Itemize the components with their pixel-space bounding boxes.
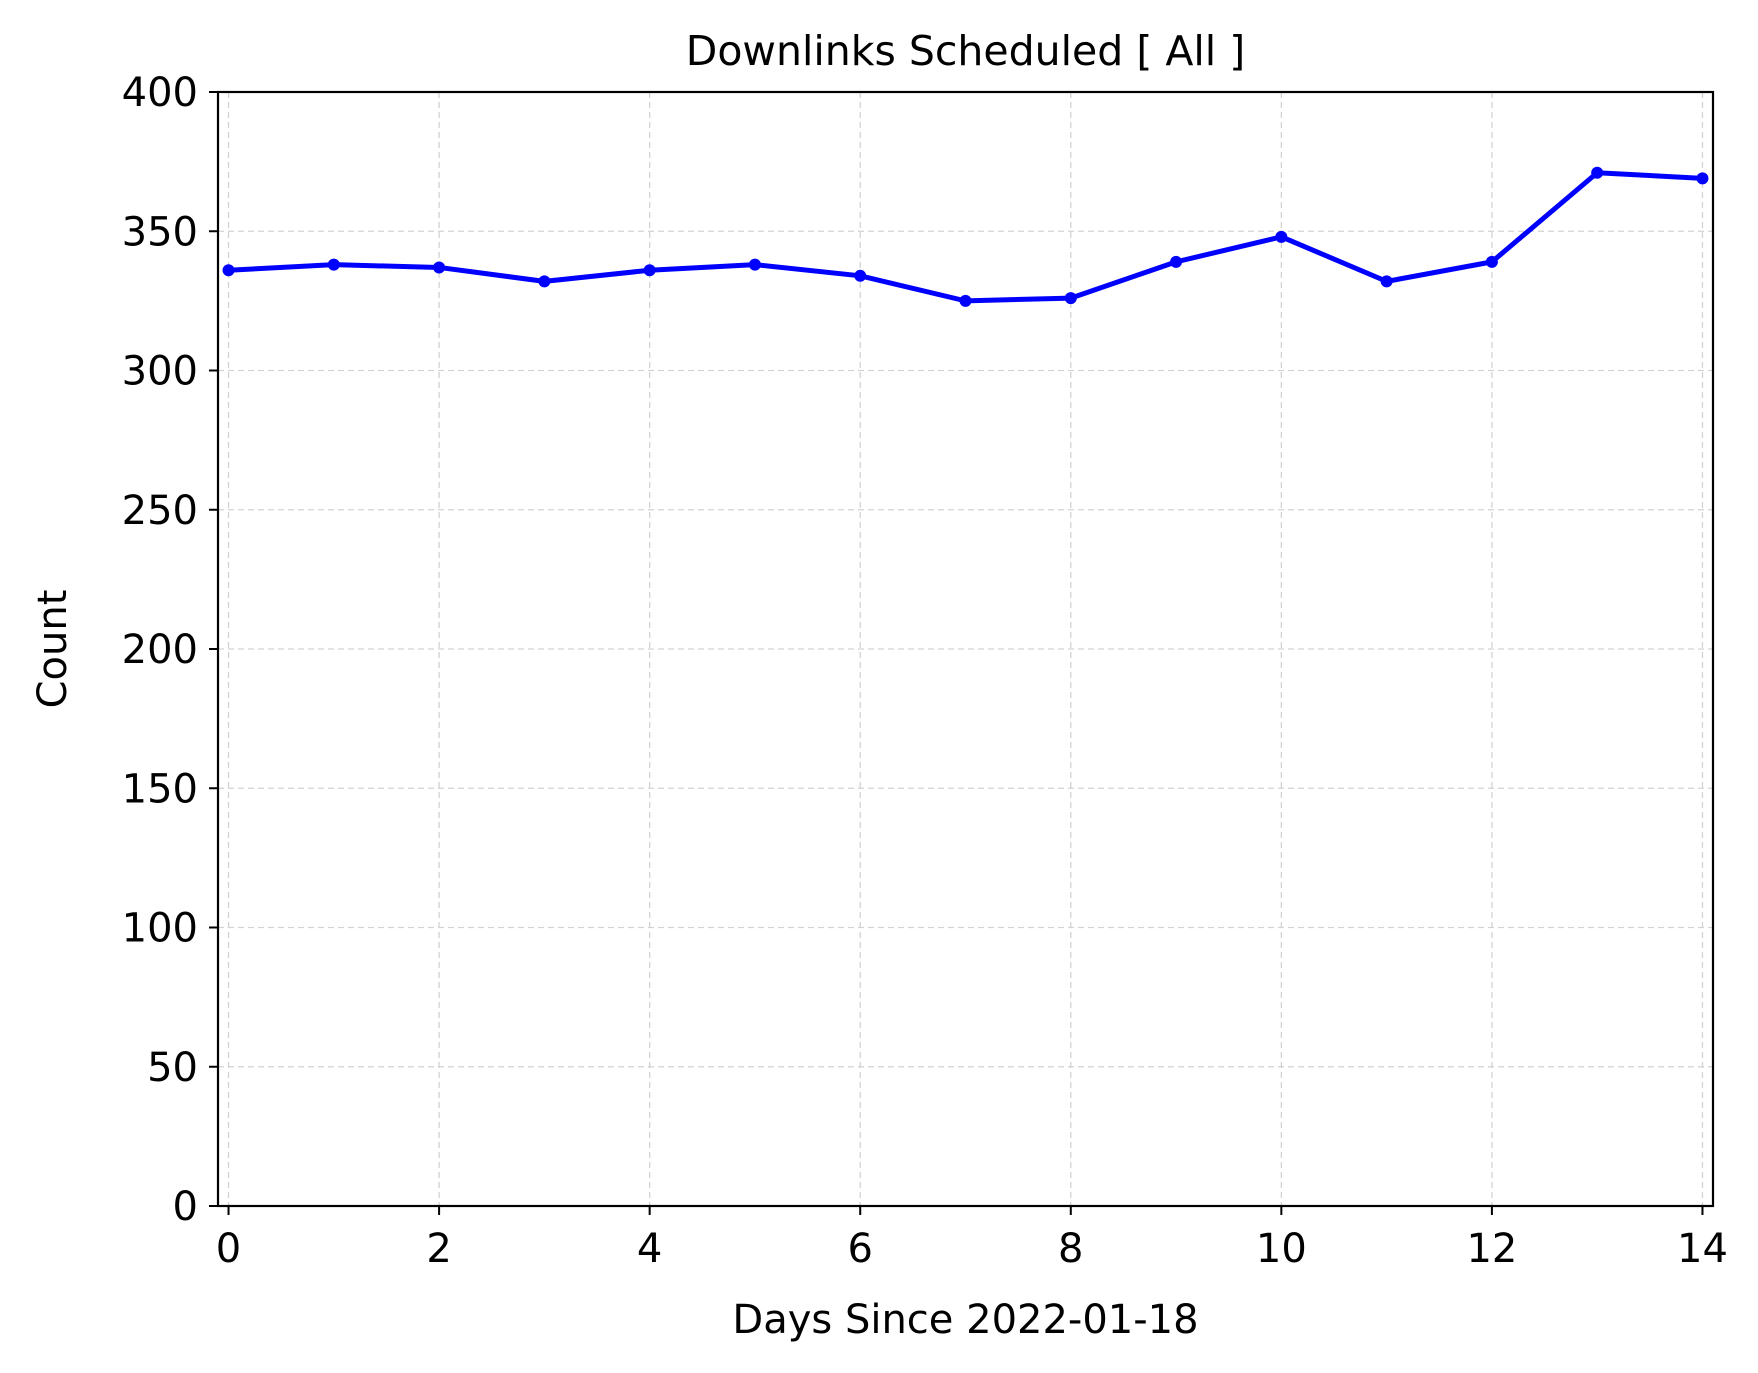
data-point <box>433 261 446 274</box>
y-tick-label: 50 <box>147 1045 198 1091</box>
y-tick-label: 250 <box>122 488 198 534</box>
data-point <box>222 264 235 277</box>
x-tick-label: 2 <box>426 1226 451 1272</box>
x-tick-label: 12 <box>1466 1226 1517 1272</box>
y-tick-label: 300 <box>122 349 198 395</box>
data-point <box>643 264 656 277</box>
y-axis-ticks: 0 50 100 150 200 250 300 350 400 <box>122 70 218 1230</box>
data-point <box>1696 172 1709 185</box>
x-tick-label: 14 <box>1677 1226 1728 1272</box>
data-point <box>959 294 972 307</box>
y-tick-label: 0 <box>173 1184 198 1230</box>
y-tick-label: 150 <box>122 766 198 812</box>
x-tick-label: 6 <box>847 1226 872 1272</box>
series-layer <box>222 166 1709 307</box>
data-point <box>538 275 551 288</box>
x-tick-label: 4 <box>637 1226 662 1272</box>
data-point <box>1170 255 1183 268</box>
data-point <box>1485 255 1498 268</box>
data-point <box>327 258 340 271</box>
x-tick-label: 8 <box>1058 1226 1083 1272</box>
data-point <box>854 269 867 282</box>
x-tick-label: 0 <box>216 1226 241 1272</box>
y-tick-label: 200 <box>122 627 198 673</box>
y-tick-label: 350 <box>122 209 198 255</box>
data-point <box>1591 166 1604 179</box>
x-axis-ticks: 0 2 4 6 8 10 12 14 <box>216 1206 1728 1272</box>
y-tick-label: 400 <box>122 70 198 116</box>
data-point <box>1064 292 1077 305</box>
data-point <box>1275 230 1288 243</box>
x-tick-label: 10 <box>1256 1226 1307 1272</box>
chart-title: Downlinks Scheduled [ All ] <box>686 27 1245 75</box>
data-point <box>1380 275 1393 288</box>
x-axis-label: Days Since 2022-01-18 <box>732 1297 1198 1343</box>
data-point <box>748 258 761 271</box>
y-axis-label: Count <box>30 590 76 709</box>
y-tick-label: 100 <box>122 906 198 952</box>
